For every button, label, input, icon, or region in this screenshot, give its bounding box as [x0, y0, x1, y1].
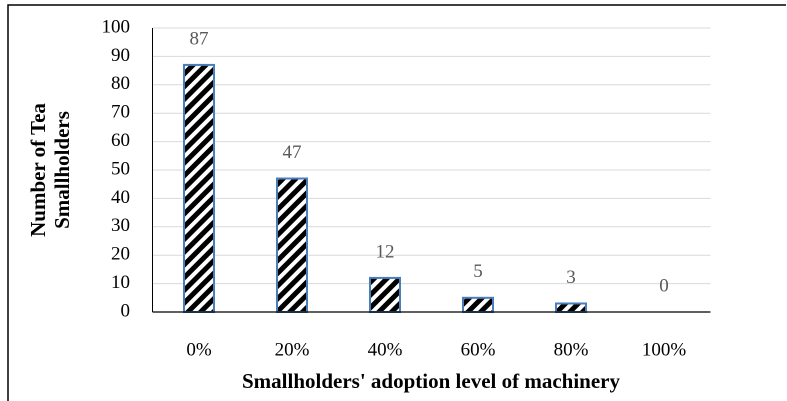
bar [369, 276, 401, 314]
data-label: 87 [190, 28, 209, 49]
data-label: 5 [473, 261, 483, 282]
y-tick-label: 100 [102, 16, 131, 37]
y-tick-label: 20 [111, 244, 130, 265]
y-tick-label: 70 [111, 102, 130, 123]
y-tick-label: 80 [111, 73, 130, 94]
bar [276, 177, 308, 313]
x-tick-label: 20% [275, 339, 310, 360]
data-label: 3 [566, 267, 576, 288]
y-tick-label: 60 [111, 130, 130, 151]
x-tick-label: 0% [186, 339, 212, 360]
bar [462, 296, 494, 313]
y-tick-label: 90 [111, 45, 130, 66]
y-tick-label: 0 [121, 300, 131, 321]
bar [555, 302, 587, 314]
y-tick-label: 50 [111, 158, 130, 179]
plot-area: 01020304050607080901000%8720%4740%1260%5… [102, 16, 711, 360]
x-tick-label: 80% [554, 339, 589, 360]
bar [183, 63, 215, 313]
frame [7, 4, 786, 401]
y-tick-label: 40 [111, 187, 130, 208]
y-tick-label: 30 [111, 215, 130, 236]
x-axis-title: Smallholders' adoption level of machiner… [242, 369, 621, 393]
x-tick-label: 40% [368, 339, 403, 360]
y-tick-label: 10 [111, 272, 130, 293]
x-tick-label: 100% [642, 339, 687, 360]
x-tick-label: 60% [461, 339, 496, 360]
y-axis-title-line: Number of Tea [26, 103, 50, 237]
y-axis-title: Number of Tea Smallholders [26, 103, 74, 237]
data-label: 12 [376, 241, 395, 262]
data-label: 0 [659, 275, 669, 296]
data-label: 47 [283, 142, 302, 163]
y-axis-title-line: Smallholders [50, 111, 74, 229]
